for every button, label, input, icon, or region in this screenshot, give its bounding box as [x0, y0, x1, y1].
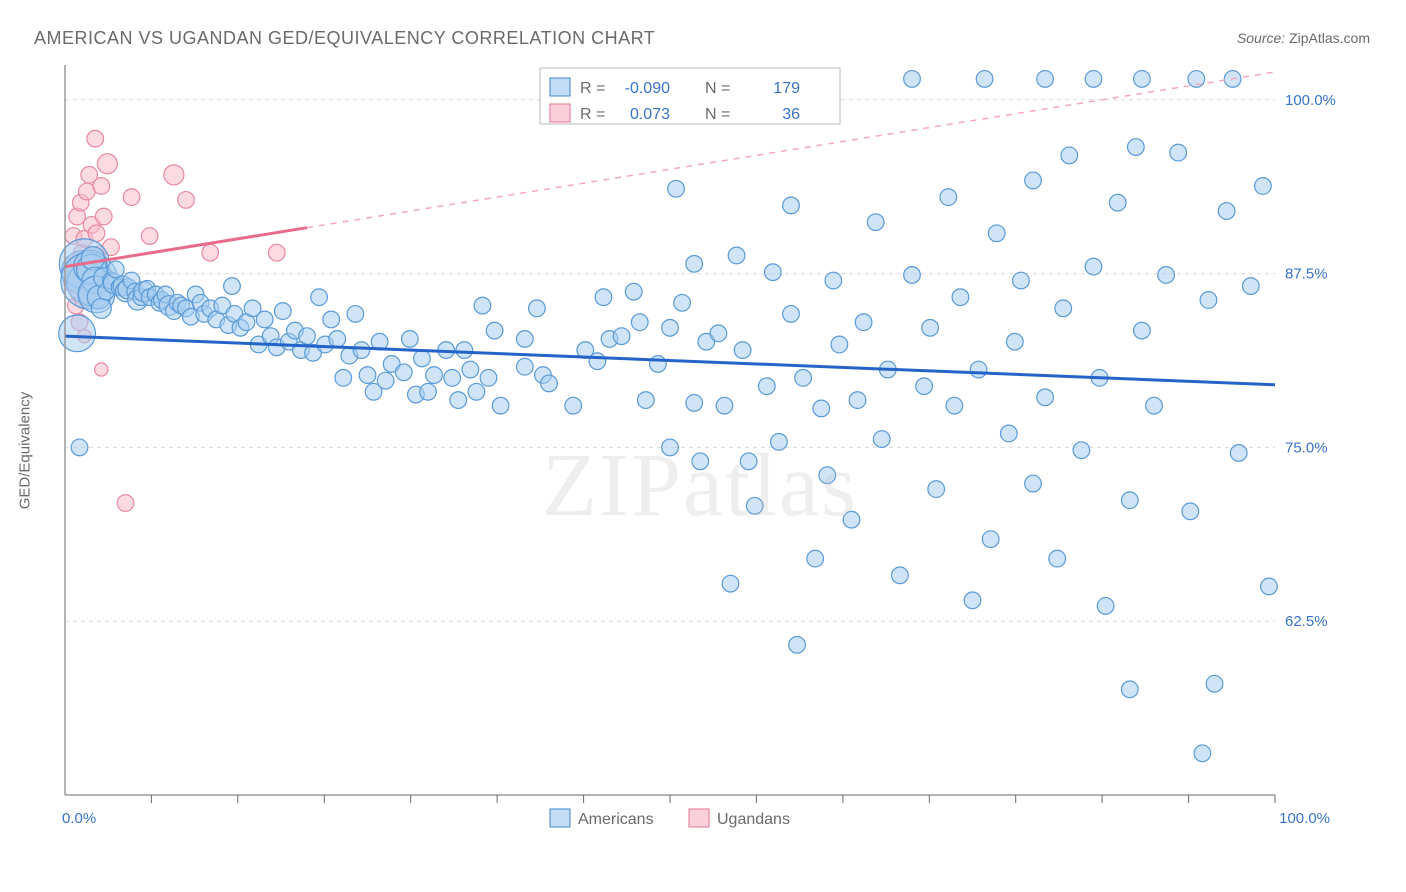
svg-text:75.0%: 75.0%	[1285, 439, 1328, 456]
svg-text:36: 36	[782, 106, 800, 123]
source-value: ZipAtlas.com	[1289, 30, 1370, 46]
svg-text:Americans: Americans	[578, 811, 654, 828]
svg-text:R =: R =	[580, 106, 605, 123]
source-credit: Source: ZipAtlas.com	[1237, 30, 1370, 46]
svg-text:N =: N =	[705, 106, 730, 123]
source-label: Source:	[1237, 30, 1285, 46]
svg-text:62.5%: 62.5%	[1285, 613, 1328, 630]
svg-text:0.073: 0.073	[630, 106, 670, 123]
svg-text:0.0%: 0.0%	[62, 810, 96, 827]
svg-text:-0.090: -0.090	[625, 80, 670, 97]
svg-text:100.0%: 100.0%	[1279, 810, 1330, 827]
svg-text:Ugandans: Ugandans	[717, 811, 790, 828]
svg-text:87.5%: 87.5%	[1285, 266, 1328, 283]
chart-area: 62.5% 75.0% 87.5% 100.0% 0.0% 100.0% R = -0.090…	[55, 60, 1345, 840]
scatter-plot-svg: 62.5% 75.0% 87.5% 100.0% 0.0% 100.0% R = -0.090…	[55, 60, 1345, 840]
svg-text:R =: R =	[580, 80, 605, 97]
y-axis-label: GED/Equivalency	[17, 391, 34, 509]
svg-text:100.0%: 100.0%	[1285, 92, 1336, 109]
svg-text:179: 179	[773, 80, 800, 97]
svg-text:N =: N =	[705, 80, 730, 97]
chart-title: AMERICAN VS UGANDAN GED/EQUIVALENCY CORR…	[34, 28, 655, 49]
